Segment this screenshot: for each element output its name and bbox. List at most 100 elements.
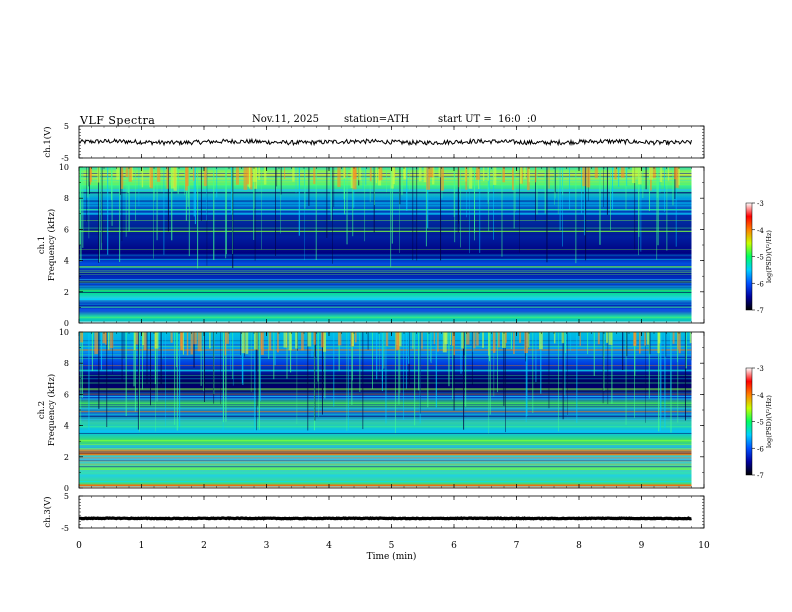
x-tick-label: 10 [698, 541, 710, 551]
y-axis-label: ch.1(V) [42, 126, 53, 157]
spectrogram-noise [677, 332, 679, 350]
ch1-spectrogram-panel: -3 -4 -5 -6 -7 log(PSD)(V²/Hz) 0 2 4 6 8 10 ch.1 Freq… [37, 163, 773, 328]
spectrogram-noise [180, 332, 183, 350]
spectrogram-noise [134, 332, 136, 350]
spectrogram-noise [492, 167, 497, 185]
spectrogram-noise [433, 332, 435, 345]
spectrogram-noise [528, 167, 530, 183]
x-tick-label: 7 [514, 541, 520, 551]
colorbar-tick-label: -7 [757, 472, 764, 480]
y-tick-label: -5 [61, 154, 69, 163]
colorbar-tick-label: -3 [757, 200, 764, 208]
spectrogram-noise [458, 167, 460, 188]
colorbar-tick-label: -5 [757, 419, 764, 427]
spectrogram-noise [225, 332, 229, 344]
colorbar-tick-label: -7 [757, 307, 764, 315]
spectrogram-blank [691, 332, 704, 488]
x-tick-label: 4 [326, 541, 332, 551]
spectrogram-noise [482, 332, 484, 348]
spectrogram-noise [621, 167, 625, 178]
spectrogram-noise [526, 167, 530, 191]
spectrogram-noise [323, 332, 327, 352]
spectrogram-noise [423, 167, 427, 183]
spectrogram-noise [390, 167, 394, 189]
ch3-waveform-panel: 5 -5 ch.3(V) [42, 492, 705, 533]
spectrogram-noise [203, 167, 207, 187]
spectrogram-noise [519, 167, 522, 184]
ch1-waveform-panel: 5 -5 ch.1(V) [42, 122, 705, 163]
spectrogram-noise [268, 332, 272, 351]
y-tick-label: 8 [64, 194, 69, 203]
x-tick-label: 6 [451, 541, 457, 551]
start-time-label: start UT = 16:0 :0 [438, 114, 537, 125]
spectrogram-noise [156, 167, 161, 182]
y-axis-label: ch.3(V) [42, 496, 53, 527]
colorbar-label: log(PSD)(V²/Hz) [765, 230, 773, 283]
spectrogram-noise [352, 167, 357, 190]
spectrogram-noise [351, 332, 354, 347]
y-tick-label: 8 [64, 359, 69, 368]
colorbar-label: log(PSD)(V²/Hz) [765, 395, 773, 448]
spectrogram-noise [263, 167, 267, 185]
spectrogram-noise [185, 167, 188, 191]
spectrogram-noise [594, 167, 598, 179]
spectrogram-noise [614, 167, 617, 180]
spectrogram-noise [476, 332, 479, 346]
spectrogram-noise [488, 332, 490, 356]
spectrogram-noise [288, 332, 292, 351]
spectrogram-noise [652, 167, 656, 178]
ch3-waveform-line [79, 516, 692, 521]
spectrogram-noise [295, 332, 298, 349]
spectrogram-noise [354, 332, 357, 343]
y-tick-label: 10 [59, 163, 69, 172]
y-tick-label: -5 [61, 524, 69, 533]
colorbar [745, 367, 753, 476]
spectrogram-noise [534, 167, 537, 183]
spectrogram-noise [553, 332, 556, 344]
spectrogram-noise [375, 167, 378, 184]
spectrogram-noise [182, 332, 185, 355]
y-tick-label: 6 [64, 390, 69, 399]
spectrogram-noise [608, 332, 613, 345]
y-tick-label: 6 [64, 225, 69, 234]
spectrogram-noise [438, 167, 441, 178]
spectrogram-noise [637, 167, 642, 185]
spectrogram-noise [453, 332, 456, 356]
y-tick-label: 4 [64, 422, 69, 431]
panel-frame [78, 495, 705, 529]
y-tick-label: 5 [64, 492, 69, 501]
spectrogram-noise [465, 167, 468, 190]
station-label: station=ATH [344, 114, 410, 125]
spectrogram-noise [487, 167, 489, 181]
spectrogram-noise [193, 167, 195, 181]
x-tick-label: 8 [576, 541, 582, 551]
spectrogram-noise [502, 167, 505, 183]
y-axis-label: Frequency (kHz) [46, 374, 57, 446]
colorbar [745, 202, 753, 311]
y-tick-label: 2 [64, 288, 69, 297]
spectrogram-noise [142, 332, 145, 346]
spectrogram-noise [284, 167, 286, 179]
spectrogram-noise [466, 332, 470, 345]
spectrogram-noise [253, 332, 258, 350]
spectrogram-noise [80, 332, 84, 343]
y-tick-label: 2 [64, 453, 69, 462]
spectrogram-noise [539, 332, 543, 350]
y-axis-label: ch.1 [37, 236, 47, 254]
y-axis-label: ch.2 [37, 401, 47, 419]
spectrogram-blank [691, 167, 704, 323]
ch1-waveform-line [78, 137, 692, 147]
spectrogram-noise [644, 332, 646, 346]
ch2-spectrogram-panel: -3 -4 -5 -6 -7 log(PSD)(V²/Hz) 0 2 4 6 8 10 ch.2 Freq… [37, 328, 773, 493]
spectrogram-noise [141, 167, 144, 188]
y-tick-label: 0 [64, 484, 69, 493]
spectrogram-noise [209, 332, 211, 349]
spectrogram-noise [343, 167, 346, 179]
spectrogram-noise [104, 332, 107, 345]
x-tick-label: 9 [639, 541, 645, 551]
colorbar-tick-label: -6 [757, 445, 764, 453]
spectrogram-noise [248, 167, 251, 189]
spectrogram-noise [253, 167, 258, 189]
spectrogram-noise [689, 332, 692, 343]
